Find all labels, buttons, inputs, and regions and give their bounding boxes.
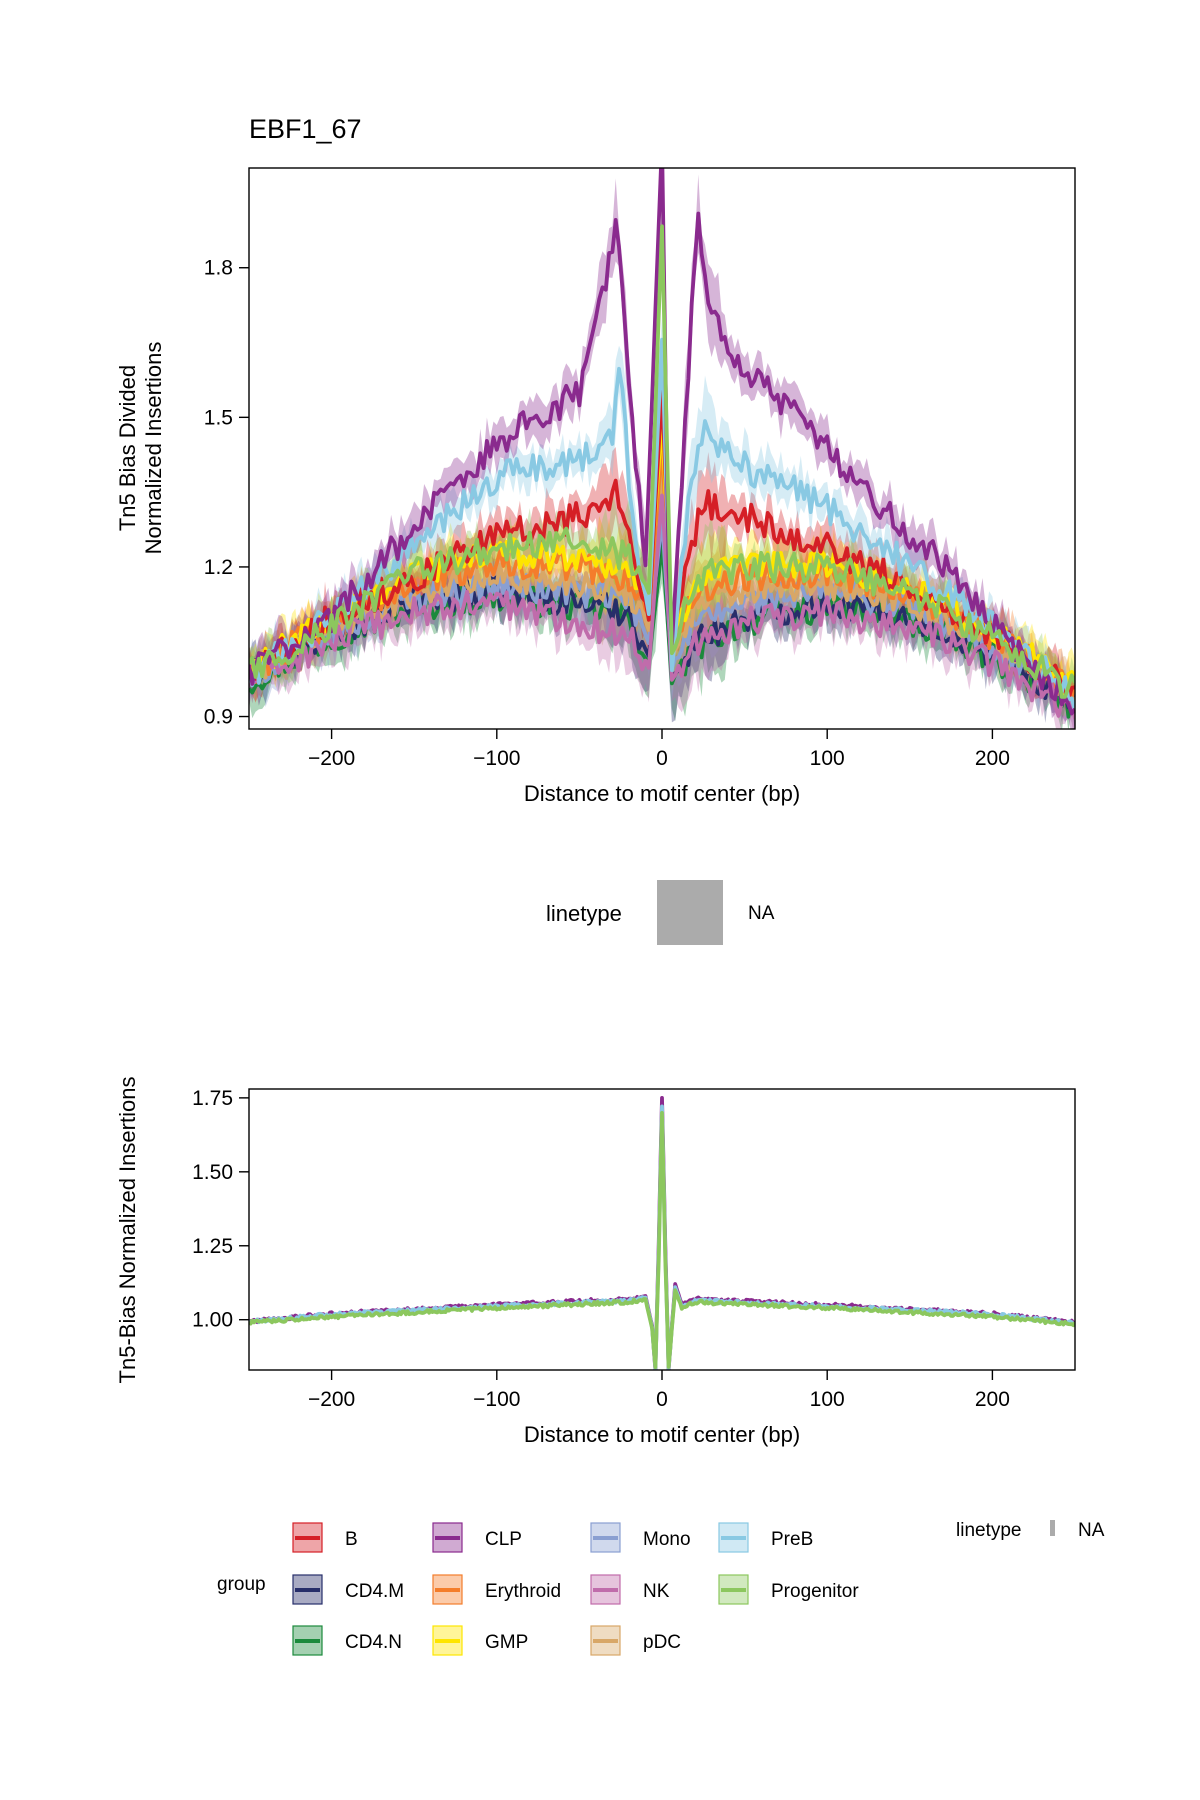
x-tick-label: −100 — [473, 747, 520, 770]
series-line-nk — [249, 493, 1075, 719]
y-tick-label: 1.5 — [204, 406, 233, 429]
line-layer — [249, 168, 1075, 719]
legend-label: CD4.M — [345, 1581, 404, 1602]
series-line-progenitor — [249, 1111, 1075, 1370]
x-tick-label: 100 — [810, 1388, 845, 1411]
group-legend-title: group — [217, 1574, 266, 1595]
x-tick-label: −100 — [473, 1388, 520, 1411]
x-tick-label: −200 — [308, 1388, 355, 1411]
x-tick-label: 0 — [656, 747, 668, 770]
y-tick-label: 1.50 — [192, 1161, 233, 1184]
y-axis-label-bottom: Tn5-Bias Normalized Insertions — [115, 1077, 140, 1384]
ribbon-erythroid — [249, 425, 1075, 713]
x-tick-label: 200 — [975, 747, 1010, 770]
legend-item-mono: Mono — [590, 1522, 691, 1553]
x-tick-label: −200 — [308, 747, 355, 770]
legend-item-pdc: pDC — [590, 1625, 681, 1656]
legend-label: Mono — [643, 1529, 691, 1550]
legend-label: NK — [643, 1581, 670, 1602]
legend-label: PreB — [771, 1529, 813, 1550]
bottom-legend: group B CLP Mono PreB CD4.M Erythroid NK Progen… — [217, 1520, 1105, 1656]
linetype-legend-label: NA — [1078, 1520, 1105, 1541]
legend-item-erythroid: Erythroid — [432, 1574, 561, 1605]
series-line-preb — [249, 337, 1075, 711]
x-tick-label: 100 — [810, 747, 845, 770]
linetype-legend-title: linetype — [956, 1520, 1022, 1541]
top-legend-title: linetype — [546, 901, 622, 926]
x-tick-label: 200 — [975, 1388, 1010, 1411]
top-panel: EBF1_67 −200 −100 0 100 200 0.9 1.2 1.5 1.8 Dis… — [115, 114, 1076, 806]
x-axis: −200 −100 0 100 200 — [308, 729, 1010, 770]
y-tick-label: 1.75 — [192, 1087, 233, 1110]
y-tick-label: 1.2 — [204, 556, 233, 579]
linetype-legend-swatch — [1050, 1520, 1055, 1536]
y-axis-label-line2: Normalized Insertions — [141, 342, 166, 555]
legend-item-gmp: GMP — [432, 1625, 528, 1656]
legend-label: pDC — [643, 1632, 681, 1653]
x-tick-label: 0 — [656, 1388, 668, 1411]
legend-label: Erythroid — [485, 1581, 561, 1602]
bottom-panel: −200 −100 0 100 200 1.00 1.25 1.50 1.75 Distanc… — [115, 1077, 1076, 1447]
series-line-progenitor — [249, 224, 1075, 699]
legend-label: CLP — [485, 1529, 522, 1550]
y-axis: 0.9 1.2 1.5 1.8 — [204, 257, 249, 729]
legend-item-clp: CLP — [432, 1522, 522, 1553]
legend-label: Progenitor — [771, 1581, 859, 1602]
chart-title: EBF1_67 — [249, 114, 362, 144]
x-axis-label: Distance to motif center (bp) — [524, 781, 800, 806]
legend-item-cd4-n: CD4.N — [292, 1625, 402, 1656]
y-axis-bottom: 1.00 1.25 1.50 1.75 — [192, 1087, 249, 1332]
line-layer-bottom — [249, 1096, 1075, 1370]
y-axis-label-line1: Tn5 Bias Divided — [115, 365, 140, 531]
x-axis-label-bottom: Distance to motif center (bp) — [524, 1422, 800, 1447]
legend-item-cd4-m: CD4.M — [292, 1574, 404, 1605]
legend-item-b: B — [292, 1522, 358, 1553]
legend-item-progenitor: Progenitor — [718, 1574, 859, 1605]
top-legend-label: NA — [748, 903, 775, 924]
y-tick-label: 1.25 — [192, 1235, 233, 1258]
y-tick-label: 1.00 — [192, 1309, 233, 1332]
legend-item-preb: PreB — [718, 1522, 813, 1553]
y-tick-label: 0.9 — [204, 706, 233, 729]
legend-label: GMP — [485, 1632, 528, 1653]
legend-label: B — [345, 1529, 358, 1550]
legend-label: CD4.N — [345, 1632, 402, 1653]
top-legend-swatch — [657, 880, 723, 945]
x-axis-bottom: −200 −100 0 100 200 — [308, 1370, 1010, 1411]
legend-item-nk: NK — [590, 1574, 670, 1605]
y-tick-label: 1.8 — [204, 257, 233, 280]
series-line-clp — [249, 168, 1075, 716]
top-legend: linetype NA — [546, 880, 775, 945]
